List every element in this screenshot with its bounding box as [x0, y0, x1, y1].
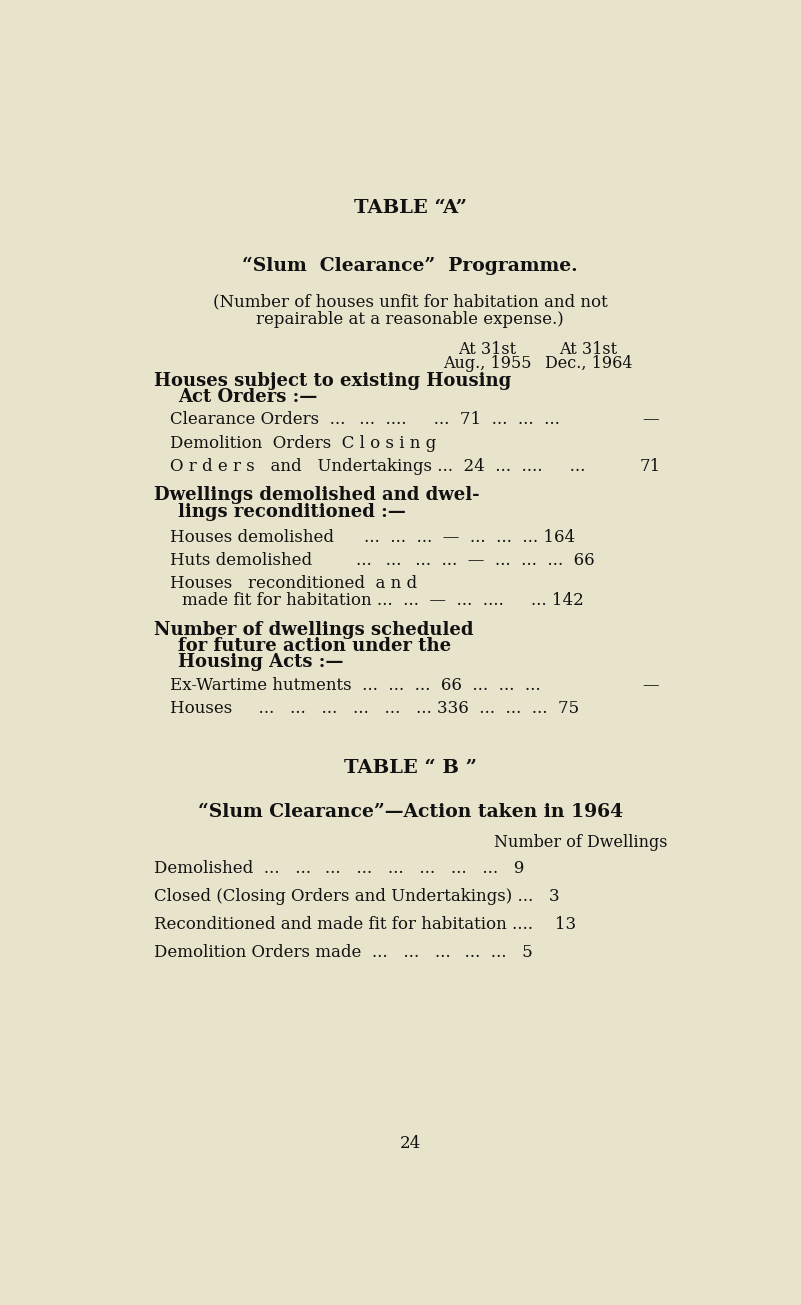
Text: TABLE “A”: TABLE “A” — [353, 198, 467, 217]
Text: Reconditioned and made fit for habitation ....  13: Reconditioned and made fit for habitatio… — [155, 916, 577, 933]
Text: O r d e r s   and   Undertakings ...  24  ...  ....   ...: O r d e r s and Undertakings ... 24 ... … — [170, 458, 586, 475]
Text: At 31st: At 31st — [559, 342, 618, 359]
Text: Dwellings demolished and dwel-: Dwellings demolished and dwel- — [155, 487, 480, 504]
Text: lings reconditioned :—: lings reconditioned :— — [178, 504, 405, 521]
Text: At 31st: At 31st — [458, 342, 517, 359]
Text: Housing Acts :—: Housing Acts :— — [178, 654, 343, 671]
Text: Demolished  ...   ...   ...   ...   ...   ...   ...   ...   9: Demolished ... ... ... ... ... ... ... .… — [155, 860, 525, 877]
Text: Huts demolished: Huts demolished — [170, 552, 312, 569]
Text: Houses   reconditioned  a n d: Houses reconditioned a n d — [170, 574, 417, 591]
Text: —: — — [642, 677, 658, 694]
Text: TABLE “ B ”: TABLE “ B ” — [344, 758, 477, 776]
Text: 24: 24 — [400, 1134, 421, 1151]
Text: Aug., 1955: Aug., 1955 — [444, 355, 532, 372]
Text: 71: 71 — [640, 458, 661, 475]
Text: Houses     ...   ...   ...   ...   ...   ... 336  ...  ...  ...  75: Houses ... ... ... ... ... ... 336 ... .… — [170, 701, 579, 718]
Text: made fit for habitation ...  ...  —  ...  ....   ... 142: made fit for habitation ... ... — ... ..… — [182, 591, 583, 608]
Text: ...  ...  ...  —  ...  ...  ... 164: ... ... ... — ... ... ... 164 — [364, 529, 575, 545]
Text: Number of dwellings scheduled: Number of dwellings scheduled — [155, 621, 474, 639]
Text: “Slum  Clearance”  Programme.: “Slum Clearance” Programme. — [243, 257, 578, 275]
Text: “Slum Clearance”—Action taken in 1964: “Slum Clearance”—Action taken in 1964 — [198, 804, 622, 821]
Text: ...   ...   ...  ...  —  ...  ...  ...  66: ... ... ... ... — ... ... ... 66 — [356, 552, 594, 569]
Text: Number of Dwellings: Number of Dwellings — [494, 834, 667, 851]
Text: repairable at a reasonable expense.): repairable at a reasonable expense.) — [256, 311, 564, 328]
Text: Clearance Orders  ...   ...  ....   ...  71  ...  ...  ...: Clearance Orders ... ... .... ... 71 ...… — [170, 411, 560, 428]
Text: Houses demolished: Houses demolished — [170, 529, 334, 545]
Text: Closed (Closing Orders and Undertakings) ...   3: Closed (Closing Orders and Undertakings)… — [155, 889, 560, 906]
Text: Houses subject to existing Housing: Houses subject to existing Housing — [155, 372, 512, 390]
Text: Dec., 1964: Dec., 1964 — [545, 355, 632, 372]
Text: for future action under the: for future action under the — [178, 637, 451, 655]
Text: Demolition  Orders  C l o s i n g: Demolition Orders C l o s i n g — [170, 436, 436, 453]
Text: Demolition Orders made  ...   ...   ...   ...  ...   5: Demolition Orders made ... ... ... ... .… — [155, 944, 533, 960]
Text: Ex-Wartime hutments  ...  ...  ...  66  ...  ...  ...: Ex-Wartime hutments ... ... ... 66 ... .… — [170, 677, 541, 694]
Text: —: — — [642, 411, 658, 428]
Text: (Number of houses unfit for habitation and not: (Number of houses unfit for habitation a… — [213, 294, 607, 311]
Text: Act Orders :—: Act Orders :— — [178, 388, 317, 406]
